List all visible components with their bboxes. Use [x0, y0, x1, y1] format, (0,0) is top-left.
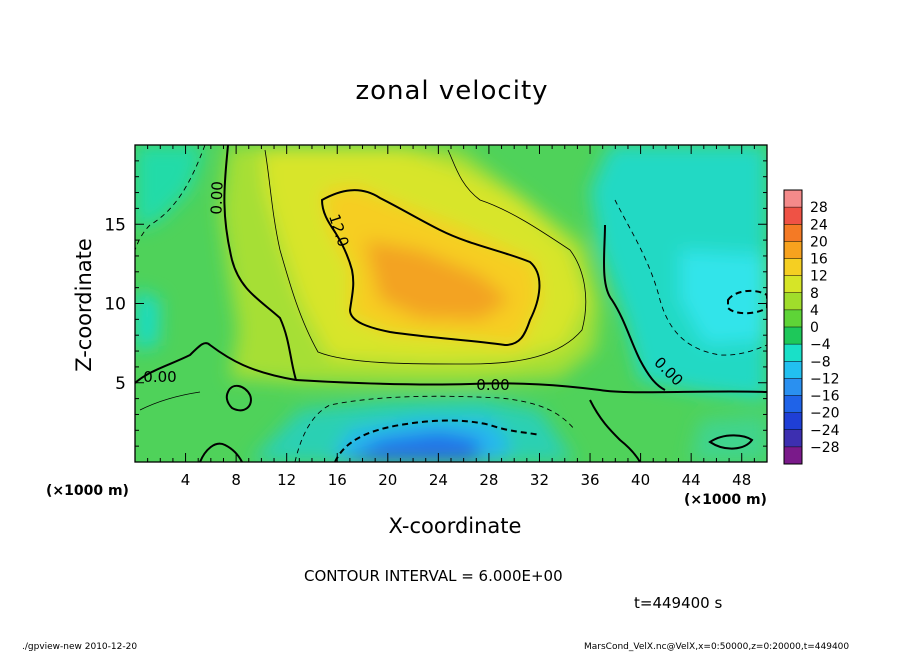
x-tick-label: 4 — [181, 471, 191, 489]
colorbar-label: 8 — [810, 286, 819, 302]
colorbar-swatch — [784, 292, 802, 310]
colorbar-label: 12 — [810, 269, 828, 285]
contour-zero-left — [223, 145, 297, 381]
field-region-bottom-min — [345, 432, 480, 462]
colorbar-swatch — [784, 395, 802, 413]
contour-six-upper — [264, 149, 587, 365]
colorbar-swatch — [784, 446, 802, 464]
y-tick-label: 10 — [104, 295, 126, 315]
colorbar-swatch — [784, 224, 802, 242]
y-tick-label: 15 — [104, 215, 126, 235]
x-tick-label: 20 — [378, 471, 397, 489]
x-tick-label: 12 — [277, 471, 296, 489]
colorbar-swatch — [784, 309, 802, 327]
contour-neg-six-bottom — [294, 395, 576, 462]
colorbar-label: 24 — [810, 217, 828, 233]
contour-zero-lower-loop — [199, 442, 243, 462]
contour-twelve — [320, 189, 541, 347]
contour-interval: CONTOUR INTERVAL = 6.000E+00 — [304, 567, 563, 585]
colorbar-swatch — [784, 344, 802, 362]
colorbar-swatch — [784, 429, 802, 447]
contour-zero-bottom — [589, 399, 641, 462]
colorbar-swatch — [784, 412, 802, 430]
x-unit-left: (×1000 m) — [46, 483, 129, 499]
colorbar-label: 0 — [810, 320, 819, 336]
colorbar-swatch — [784, 241, 802, 259]
contour-zero-right — [602, 224, 666, 391]
field-region-left-upper — [135, 145, 205, 230]
y-axis-label: Z-coordinate — [72, 238, 96, 372]
y-tick-label: 5 — [115, 374, 126, 394]
colorbar-swatch — [784, 275, 802, 293]
contour-neg-six-left — [135, 145, 206, 251]
colorbar-label: −28 — [810, 440, 840, 456]
colorbar-label: −16 — [810, 389, 840, 405]
field-region-max — [365, 240, 510, 320]
colorbar-label: 16 — [810, 252, 828, 268]
x-tick-label: 28 — [479, 471, 498, 489]
contour-zero-middle — [295, 379, 767, 394]
x-tick-label: 24 — [429, 471, 448, 489]
contour-neg-twelve-right-loop — [727, 289, 767, 315]
colorbar-label: −20 — [810, 406, 840, 422]
x-tick-label: 44 — [682, 471, 701, 489]
x-tick-label: 32 — [530, 471, 549, 489]
contour-neg-twelve-bottom — [334, 419, 541, 462]
chart-title: zonal velocity — [355, 76, 549, 106]
colorbar-label: −24 — [810, 423, 840, 439]
x-unit-right: (×1000 m) — [684, 492, 767, 508]
x-tick-label: 40 — [631, 471, 650, 489]
colorbar-swatch — [784, 361, 802, 379]
contour-label-zero-2: 0.00 — [143, 368, 176, 386]
colorbar-swatch — [784, 190, 802, 208]
contour-label-zero-3: 0.00 — [476, 376, 509, 394]
colorbar-label: 28 — [810, 200, 828, 216]
x-tick-label: 8 — [231, 471, 241, 489]
colorbar-label: −4 — [810, 337, 831, 353]
field-region-left-mid — [135, 290, 160, 350]
contour-zero-lower-left — [135, 342, 297, 384]
contour-six-left — [139, 391, 201, 411]
colorbar-swatch — [784, 207, 802, 225]
contour-label-zero-1: 0.00 — [207, 181, 226, 215]
x-tick-label: 16 — [328, 471, 347, 489]
colorbar-label: −8 — [810, 354, 831, 370]
footer-right: MarsCond_VelX.nc@VelX,x=0:50000,z=0:2000… — [584, 642, 850, 652]
x-tick-label: 36 — [580, 471, 599, 489]
x-axis-label: X-coordinate — [388, 514, 522, 538]
colorbar-swatch — [784, 378, 802, 396]
contour-loop-bottom-right — [708, 434, 754, 450]
colorbar-swatch — [784, 258, 802, 276]
contour-loop-left — [225, 384, 252, 412]
colorbar-swatch — [784, 327, 802, 345]
colorbar-label: −12 — [810, 371, 840, 387]
field-region-bottom-right — [690, 415, 767, 462]
x-tick-label: 48 — [732, 471, 751, 489]
time-label: t=449400 s — [634, 594, 723, 612]
footer-left: ./gpview-new 2010-12-20 — [22, 642, 138, 652]
contour-neg-six-right — [614, 199, 767, 356]
field-region-right-core — [680, 250, 767, 345]
colorbar-label: 20 — [810, 234, 828, 250]
colorbar-label: 4 — [810, 303, 819, 319]
